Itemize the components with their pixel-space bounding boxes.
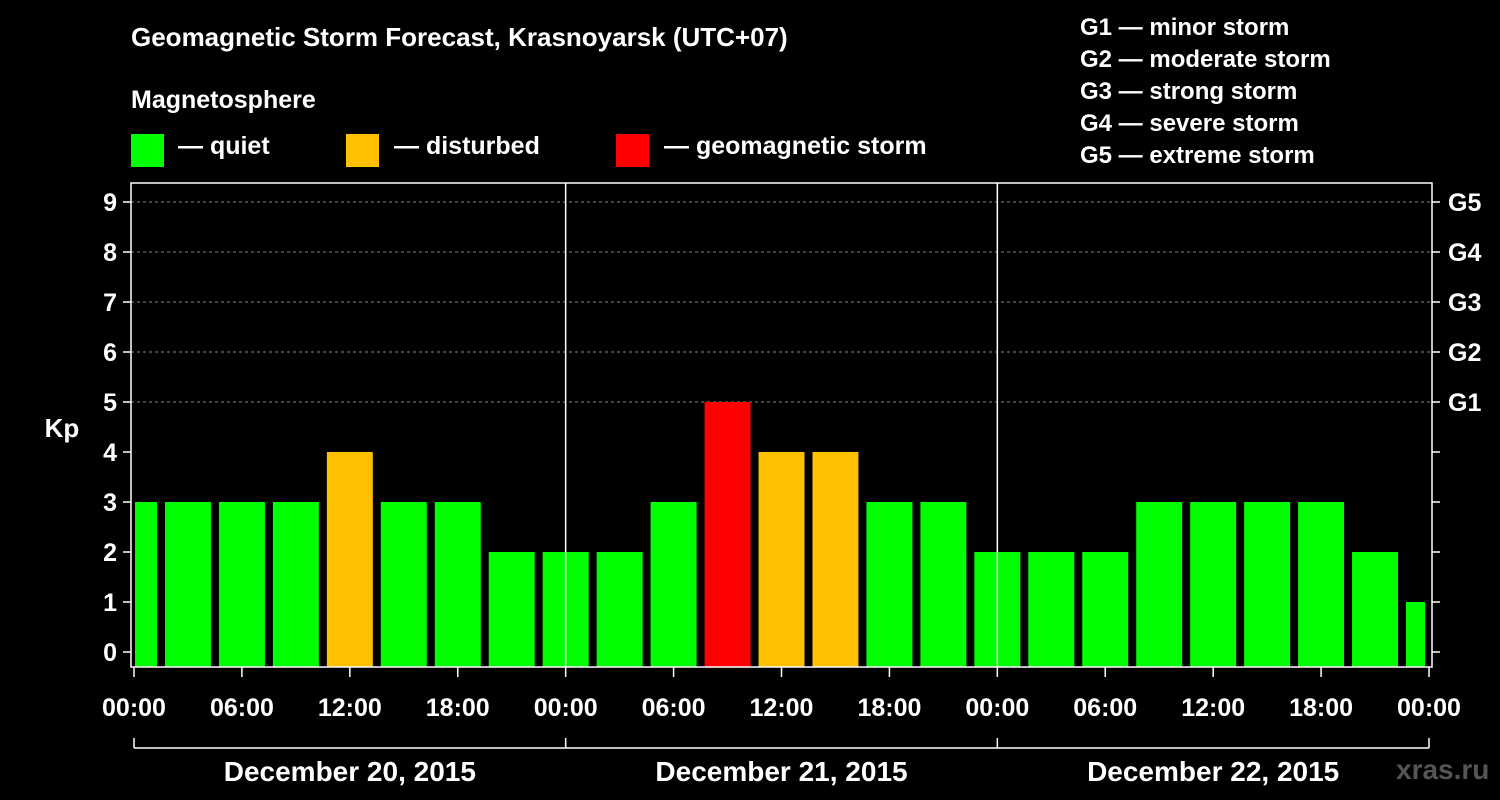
legend-swatch-disturbed [346,134,379,167]
y-tick-label-2: 2 [103,539,117,567]
x-tick-label-9: 06:00 [1073,694,1137,722]
day-label-2: December 22, 2015 [1087,756,1339,787]
kp-bar-23 [1352,552,1399,667]
g-scale-label-G1: G1 [1448,389,1481,417]
x-tick-label-2: 12:00 [318,694,382,722]
kp-bar-14 [866,502,913,667]
legend-label-quiet: — quiet [178,132,270,160]
storm-scale-g1: G1 — minor storm [1080,14,1290,41]
kp-bar-11 [704,402,751,667]
kp-bar-2 [218,502,265,667]
x-tick-label-5: 06:00 [642,694,706,722]
kp-bar-4 [326,452,373,667]
storm-scale-g4: G4 — severe storm [1080,110,1299,137]
legend-title: Magnetosphere [131,86,316,114]
y-axis-label: Kp [45,413,80,443]
y-tick-label-4: 4 [103,439,117,467]
kp-bar-7 [488,552,535,667]
g-scale-label-G2: G2 [1448,339,1481,367]
x-tick-label-7: 18:00 [857,694,921,722]
legend-swatch-storm [616,134,649,167]
kp-bar-13 [812,452,859,667]
y-tick-label-3: 3 [103,489,117,517]
kp-bar-17 [1028,552,1075,667]
kp-bar-19 [1136,502,1183,667]
x-tick-label-1: 06:00 [210,694,274,722]
storm-scale-g3: G3 — strong storm [1080,78,1298,105]
chart-title: Geomagnetic Storm Forecast, Krasnoyarsk … [131,22,788,52]
storm-scale-g5: G5 — extreme storm [1080,142,1315,169]
x-tick-label-4: 00:00 [534,694,598,722]
x-tick-label-0: 00:00 [102,694,166,722]
y-tick-label-9: 9 [103,189,117,217]
x-tick-label-6: 12:00 [750,694,814,722]
g-scale-label-G4: G4 [1448,239,1481,267]
grid-lines [131,201,1432,403]
kp-bar-20 [1190,502,1237,667]
kp-bar-3 [272,502,319,667]
axes [123,182,1440,749]
y-tick-label-6: 6 [103,339,117,367]
legend-label-disturbed: — disturbed [394,132,540,160]
kp-bar-5 [380,502,427,667]
axis-labels: 0 1 2 3 4 5 6 7 8 9 G1 G2 G3 G4 G5 Kp 00:00 06:00 12:00 18:… [45,189,1482,787]
kp-bar-15 [920,502,967,667]
y-tick-label-0: 0 [103,639,117,667]
kp-bar-12 [758,452,805,667]
kp-bars [135,402,1425,667]
y-tick-label-8: 8 [103,239,117,267]
day-label-0: December 20, 2015 [224,756,476,787]
storm-scale-g2: G2 — moderate storm [1080,46,1331,73]
day-label-1: December 21, 2015 [655,756,907,787]
kp-bar-21 [1244,502,1291,667]
kp-bar-0 [135,502,157,667]
legend-label-storm: — geomagnetic storm [664,132,927,160]
kp-bar-18 [1082,552,1129,667]
x-tick-label-11: 18:00 [1289,694,1353,722]
y-tick-label-1: 1 [103,589,117,617]
watermark: xras.ru [1396,754,1490,785]
kp-bar-10 [650,502,697,667]
x-tick-label-3: 18:00 [426,694,490,722]
x-tick-label-8: 00:00 [965,694,1029,722]
x-tick-label-10: 12:00 [1181,694,1245,722]
kp-bar-1 [164,502,211,667]
legend-swatch-quiet [131,134,164,167]
kp-bar-22 [1298,502,1345,667]
kp-bar-6 [434,502,481,667]
x-tick-label-12: 00:00 [1397,694,1461,722]
y-tick-label-5: 5 [103,389,117,417]
kp-bar-9 [596,552,643,667]
kp-bar-24 [1406,602,1425,667]
g-scale-label-G5: G5 [1448,189,1481,217]
y-tick-label-7: 7 [103,289,117,317]
g-scale-label-G3: G3 [1448,289,1481,317]
